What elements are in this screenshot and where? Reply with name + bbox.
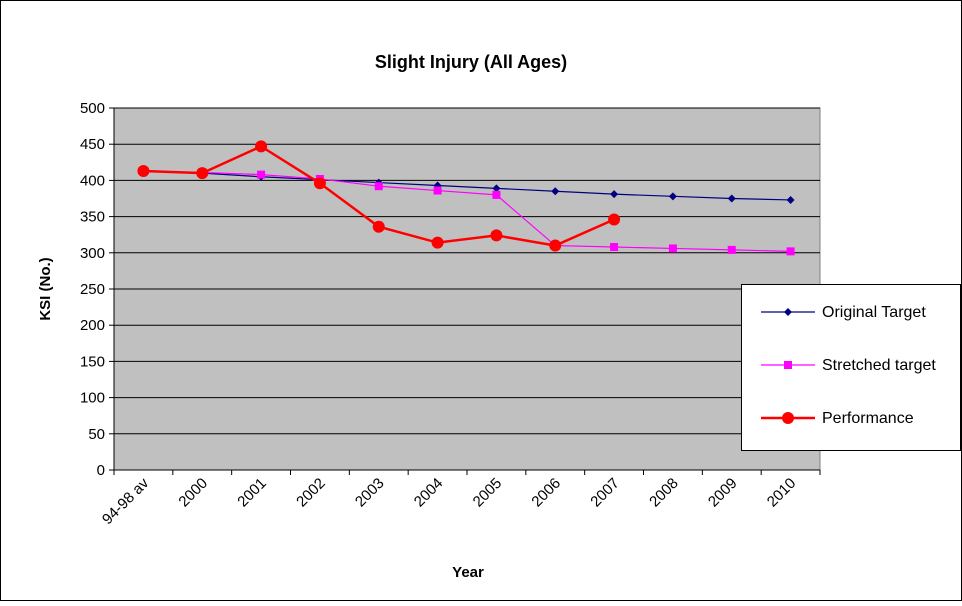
data-point (727, 245, 736, 254)
data-point (668, 192, 677, 201)
y-axis-label: KSI (No.) (37, 257, 54, 320)
data-point (433, 186, 442, 195)
data-point (313, 177, 326, 190)
data-point (727, 194, 736, 203)
chart-title: Slight Injury (All Ages) (375, 52, 567, 72)
legend-label: Original Target (822, 304, 926, 321)
data-point (786, 195, 795, 204)
y-tick-label: 250 (80, 281, 105, 298)
y-tick-label: 150 (80, 353, 105, 370)
data-point (610, 243, 619, 252)
data-point (608, 213, 621, 226)
legend-label: Performance (822, 410, 914, 427)
y-tick-label: 0 (97, 462, 105, 479)
data-point (610, 190, 619, 199)
data-point (372, 220, 385, 233)
series-line (143, 170, 791, 252)
y-tick-label: 50 (88, 426, 105, 443)
data-point (551, 187, 560, 196)
data-point (257, 170, 266, 179)
legend-marker (782, 412, 794, 424)
data-point (492, 184, 501, 193)
y-tick-label: 500 (80, 100, 105, 117)
legend-marker (784, 361, 792, 369)
y-tick-label: 100 (80, 390, 105, 407)
legend-marker (784, 308, 792, 316)
legend-label: Stretched target (822, 357, 936, 374)
data-point (137, 164, 150, 177)
y-tick-label: 200 (80, 317, 105, 334)
y-tick-label: 350 (80, 209, 105, 226)
data-point (786, 247, 795, 256)
y-tick-label: 400 (80, 172, 105, 189)
data-point (549, 239, 562, 252)
data-point (374, 182, 383, 191)
data-point (255, 140, 268, 153)
y-tick-label: 450 (80, 136, 105, 153)
series-line (143, 170, 791, 201)
y-tick-label: 300 (80, 245, 105, 262)
data-point (490, 229, 503, 242)
data-point (431, 236, 444, 249)
data-point (492, 190, 501, 199)
legend: Original Target Stretched target Performan… (741, 284, 961, 451)
x-axis-label: Year (452, 564, 484, 581)
data-point (668, 244, 677, 253)
data-point (196, 167, 209, 180)
